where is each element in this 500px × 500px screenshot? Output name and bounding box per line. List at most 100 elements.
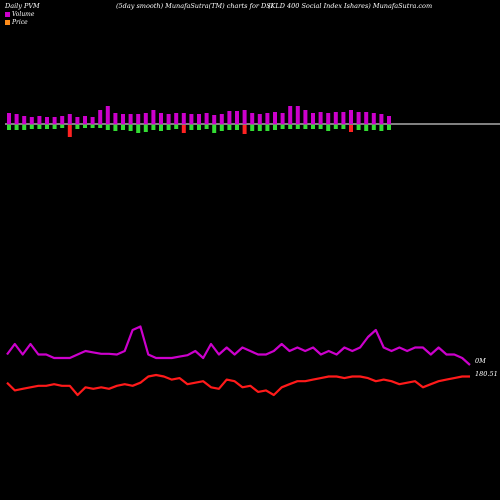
volume-bar-down (128, 125, 133, 131)
volume-bar-down (379, 125, 384, 131)
volume-bar-down (280, 125, 285, 129)
volume-bar-down (22, 125, 27, 130)
legend-swatch-price (5, 19, 10, 25)
volume-bar-up (273, 112, 277, 124)
volume-bar-up (22, 116, 27, 124)
volume-bar-down (356, 125, 361, 130)
price-line (6, 373, 470, 397)
volume-line (6, 325, 471, 366)
volume-bar-down (14, 125, 19, 130)
volume-bar-up (67, 114, 72, 124)
volume-bar-up (212, 115, 217, 124)
volume-bar-up (121, 114, 125, 124)
volume-bar-down (349, 125, 353, 132)
volume-bar-up (98, 110, 103, 124)
volume-bar-down (136, 125, 141, 133)
volume-bar-up (371, 113, 376, 124)
volume-bar-up (295, 106, 300, 124)
volume-bar-up (204, 113, 209, 124)
volume-bar-down (113, 125, 118, 131)
volume-bar-up (29, 117, 34, 124)
volume-bar-up (257, 114, 262, 124)
volume-bar-up (235, 111, 239, 124)
legend-label-price: Price (12, 18, 28, 26)
volume-bar-down (121, 125, 125, 130)
volume-bar-up (159, 113, 163, 124)
volume-bar-up (341, 112, 346, 124)
volume-bar-up (219, 114, 224, 124)
volume-bar-up (326, 113, 331, 124)
volume-bar-up (151, 110, 156, 124)
volume-bar-down (37, 125, 42, 129)
volume-bar-up (356, 112, 361, 124)
volume-bar-down (371, 125, 376, 130)
volume-bar-up (250, 113, 255, 124)
volume-bar-up (166, 114, 171, 124)
volume-bar-up (197, 114, 201, 124)
volume-bar-down (189, 125, 194, 130)
volume-bar-up (181, 113, 186, 124)
volume-bar-down (159, 125, 163, 131)
volume-bar-down (98, 125, 103, 128)
volume-bar-up (303, 110, 308, 124)
volume-bar-up (311, 113, 315, 124)
volume-bar-down (387, 125, 391, 130)
volume-bar-up (280, 113, 285, 124)
volume-bar-up (364, 112, 369, 124)
volume-bar-up (387, 116, 391, 124)
volume-bar-up (105, 106, 110, 124)
volume-bar-down (197, 125, 201, 130)
volume-bar-down (105, 125, 110, 130)
volume-bar-down (83, 125, 87, 128)
volume-bar-down (90, 125, 95, 128)
volume-bar-up (379, 114, 384, 124)
volume-bar-up (113, 113, 118, 124)
volume-bar-up (265, 113, 270, 124)
volume-bar-down (29, 125, 34, 129)
volume-bar-down (174, 125, 179, 129)
volume-bar-up (174, 113, 179, 124)
volume-bar-up (136, 114, 141, 124)
volume-bar-up (14, 114, 19, 124)
volume-bar-up (333, 112, 338, 124)
volume-bar-down (257, 125, 262, 131)
legend-item-volume: Volume (5, 10, 34, 18)
volume-bar-down (75, 125, 80, 129)
volume-bar-down (265, 125, 270, 131)
volume-bar-up (189, 114, 194, 124)
volume-bar-down (151, 125, 156, 130)
volume-bar-down (303, 125, 308, 129)
volume-bar-up (90, 117, 95, 124)
volume-bar-up (37, 116, 42, 124)
legend-item-price: Price (5, 18, 34, 26)
volume-bar-down (273, 125, 277, 130)
volume-bar-up (288, 106, 293, 124)
volume-axis-label: 0M (475, 357, 486, 365)
volume-bar-up (75, 117, 80, 124)
volume-bar-down (250, 125, 255, 131)
volume-bar-down (7, 125, 11, 130)
volume-bar-down (341, 125, 346, 129)
legend-swatch-volume (5, 11, 10, 17)
volume-bar-up (60, 116, 65, 124)
volume-bar-down (60, 125, 65, 128)
volume-bar-down (242, 125, 247, 134)
volume-bar-up (143, 113, 148, 124)
legend-label-volume: Volume (12, 10, 35, 18)
volume-bar-down (333, 125, 338, 129)
volume-bar-up (242, 110, 247, 124)
volume-bar-down (204, 125, 209, 129)
chart-title: (5day smooth) MunafaSutra(TM) charts for… (116, 2, 274, 10)
volume-bar-down (235, 125, 239, 130)
volume-bar-down (364, 125, 369, 131)
volume-bar-up (227, 111, 232, 124)
volume-bar-down (166, 125, 171, 130)
volume-bar-down (67, 125, 72, 137)
volume-bar-down (52, 125, 57, 129)
volume-bar-up (128, 114, 133, 124)
volume-bar-down (295, 125, 300, 129)
volume-bar-down (45, 125, 49, 129)
volume-bar-up (45, 117, 49, 124)
volume-bar-down (318, 125, 323, 129)
